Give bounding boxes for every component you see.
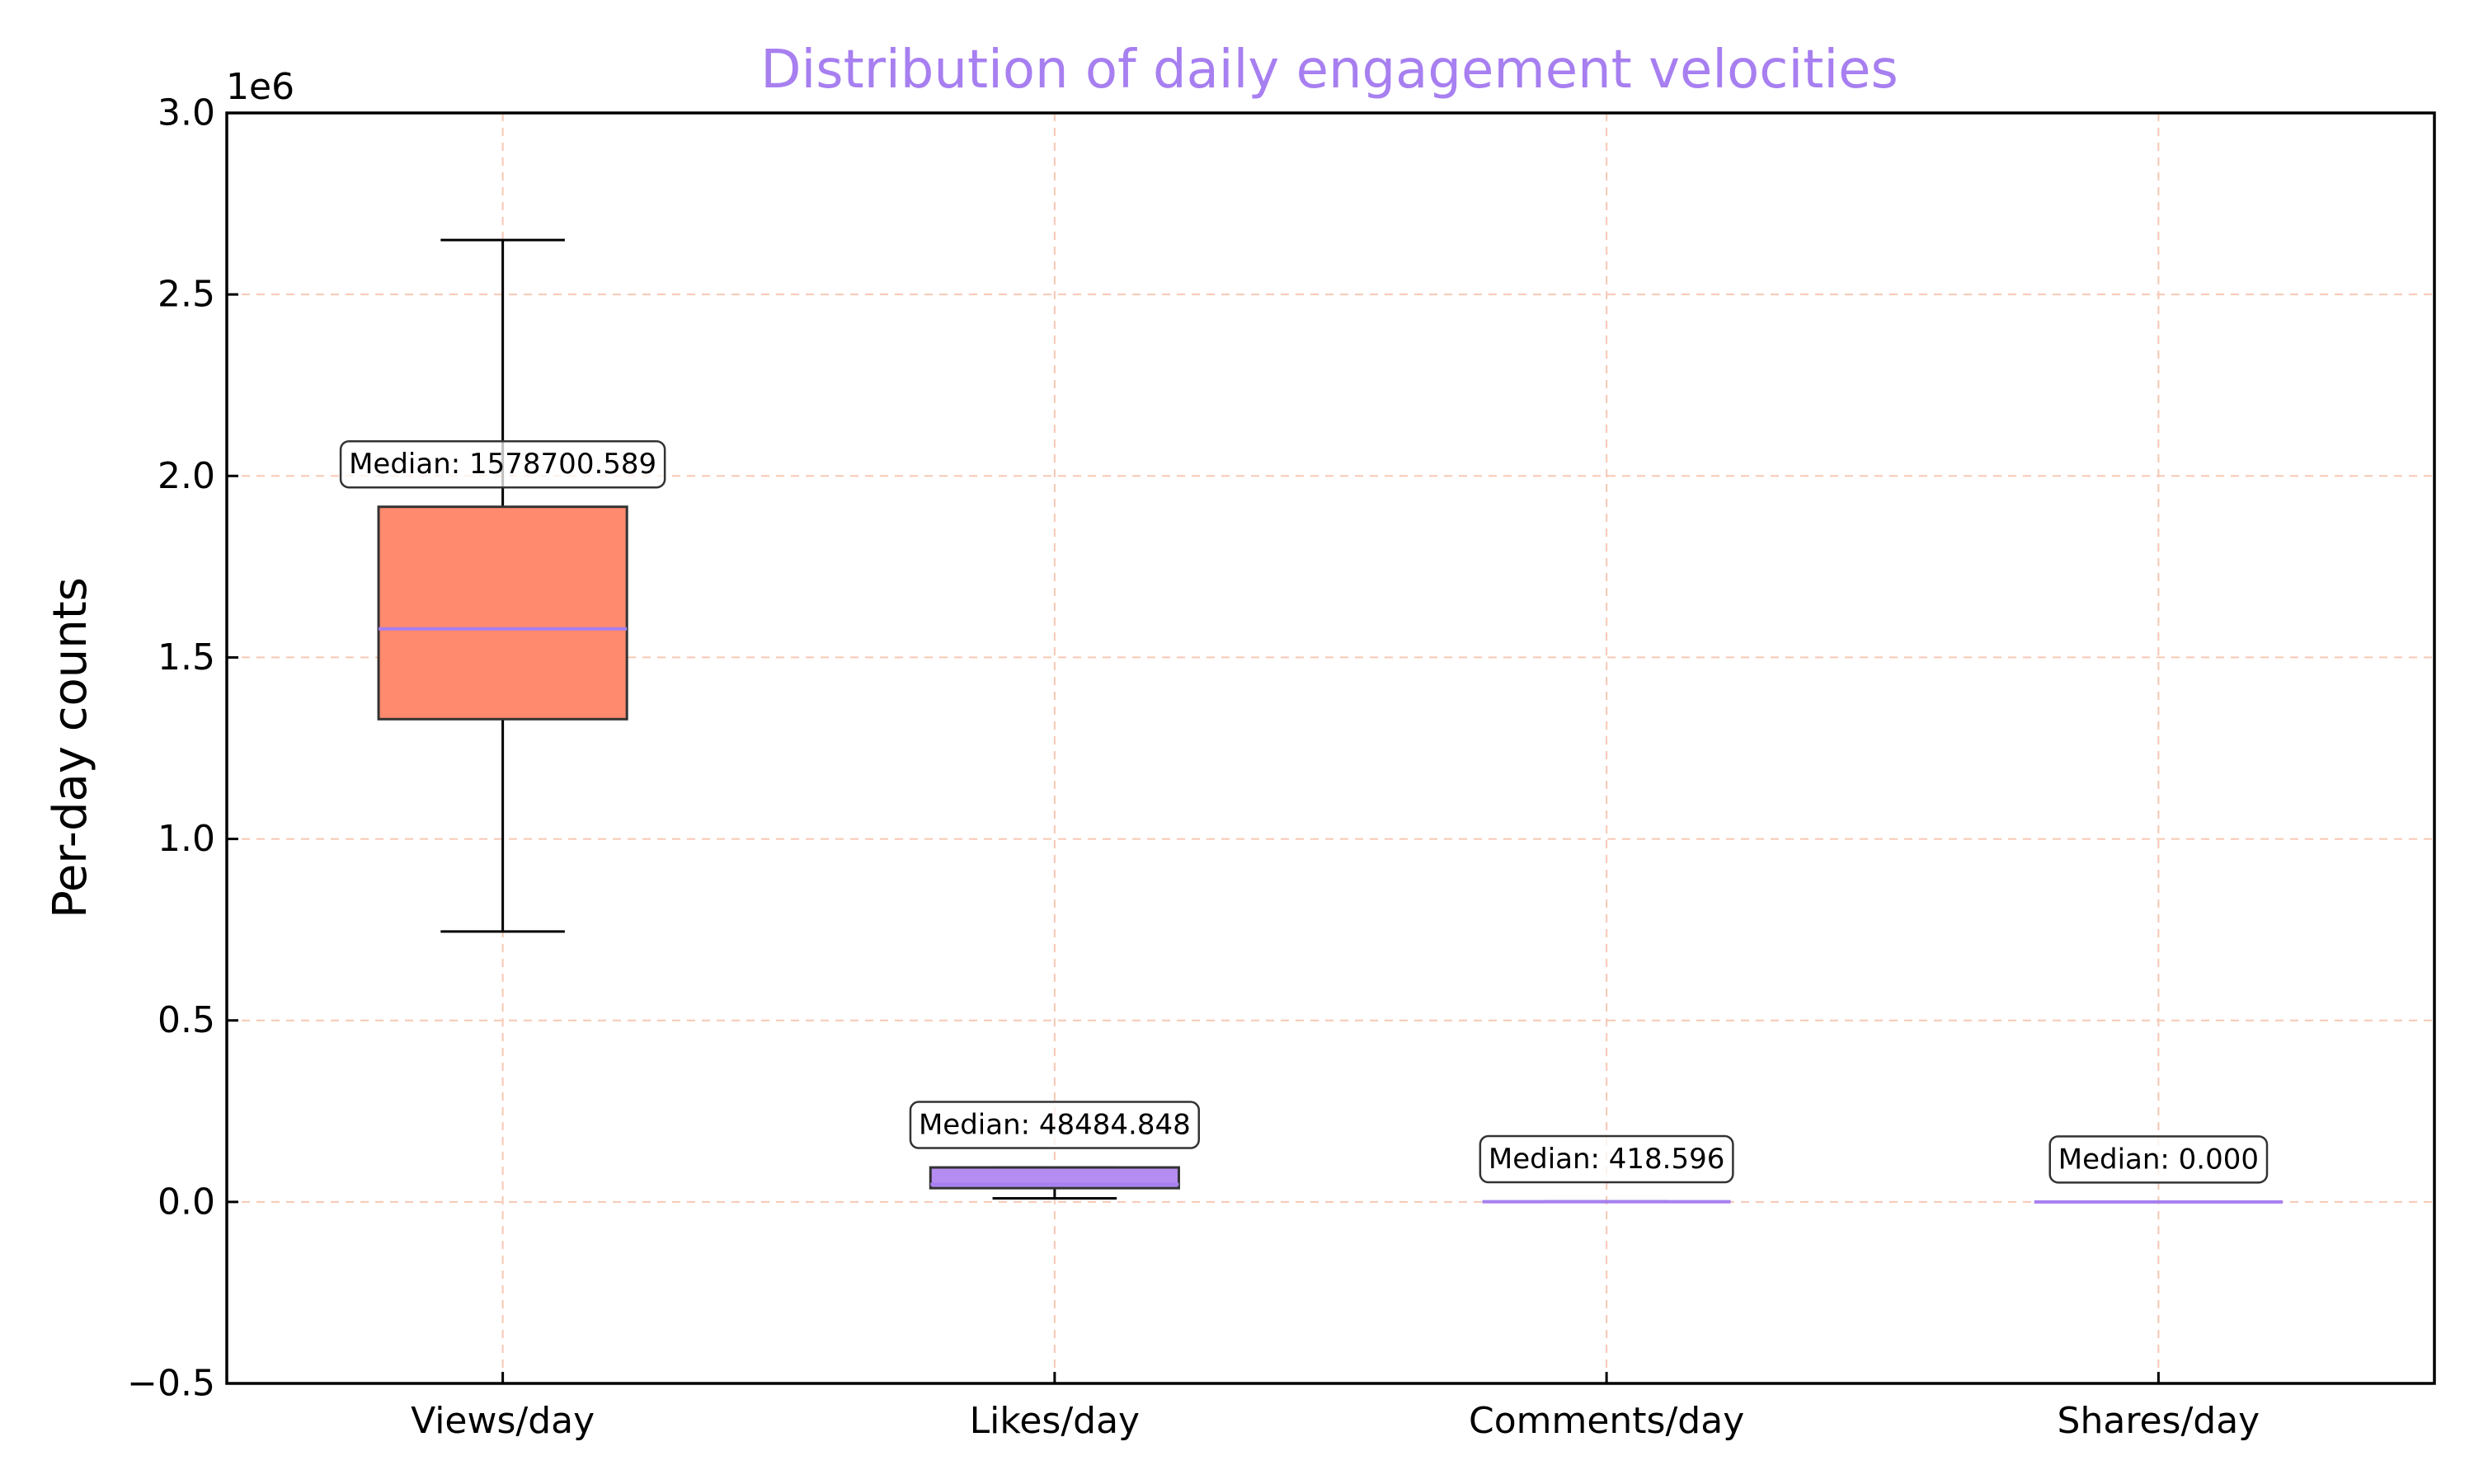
median-label-text: Median: 418.596 (1489, 1143, 1725, 1176)
y-tick-label: 0.0 (158, 1181, 215, 1223)
y-tick-label: −0.5 (127, 1363, 215, 1405)
y-tick-label: 3.0 (158, 92, 215, 134)
median-label-box (1479, 1134, 1734, 1184)
median-label-box (909, 1101, 1201, 1149)
box-likes-day (929, 1166, 1180, 1200)
median-label-text: Median: 0.000 (2058, 1143, 2259, 1176)
y-tick-label: 2.0 (158, 455, 215, 497)
plot-frame (225, 111, 2436, 1385)
x-tick-label: Likes/day (970, 1400, 1140, 1442)
box-body (377, 505, 628, 721)
median-label-0: Median: 1578700.589 (339, 439, 666, 489)
median-label-box (339, 439, 666, 489)
box-comments-day (1482, 1200, 1731, 1204)
box-views-day (377, 238, 628, 933)
x-tick-label: Shares/day (2058, 1400, 2260, 1442)
x-tick-label: Views/day (411, 1400, 595, 1442)
median-label-box (2048, 1135, 2269, 1184)
median-label-3: Median: 0.000 (2048, 1135, 2269, 1184)
y-tick-label: 2.5 (158, 274, 215, 316)
y-axis-label: Per-day counts (44, 577, 97, 918)
grid-lines (227, 112, 2434, 1384)
chart-title: Distribution of daily engagement velocit… (760, 40, 1898, 101)
median-labels: Median: 1578700.589 Median: 48484.848 Medi… (339, 439, 2269, 1184)
boxes (377, 238, 2283, 1204)
median-label-1: Median: 48484.848 (909, 1101, 1201, 1149)
median-label-text: Median: 1578700.589 (349, 448, 656, 481)
y-tick-label: 1.5 (158, 636, 215, 679)
x-tick-label: Comments/day (1469, 1400, 1744, 1442)
y-axis-exponent-label: 1e6 (226, 66, 294, 108)
y-tick-label: 1.0 (158, 818, 215, 860)
axes: −0.5 0.0 0.5 1.0 1.5 2.0 2.5 3.0 Views/day Likes/… (127, 92, 2436, 1442)
median-label-text: Median: 48484.848 (919, 1109, 1191, 1142)
median-label-2: Median: 418.596 (1479, 1134, 1734, 1184)
y-tick-label: 0.5 (158, 999, 215, 1041)
